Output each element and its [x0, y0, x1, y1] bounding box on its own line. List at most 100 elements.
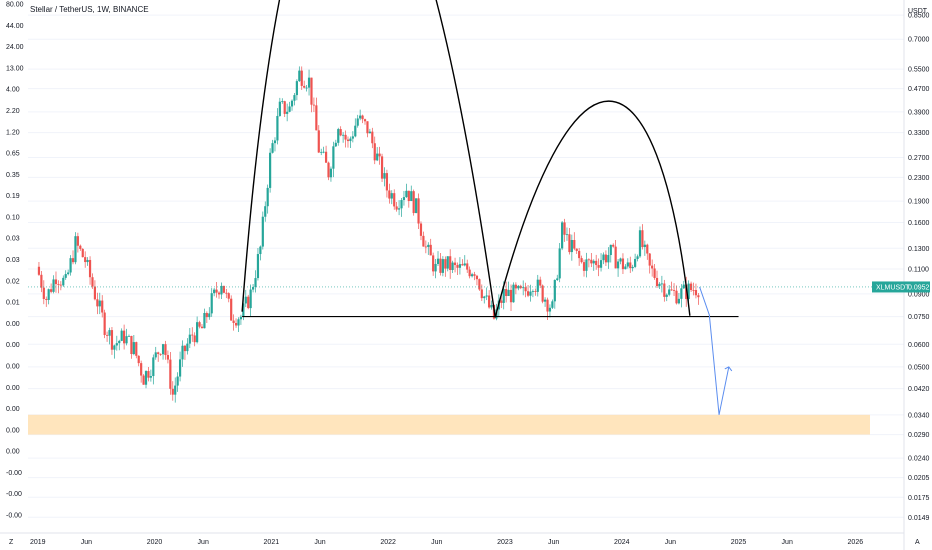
- candle-body: [502, 289, 505, 303]
- candle-down: [159, 353, 162, 356]
- left-axis-tick: -0.00: [6, 470, 22, 477]
- right-axis-tick: 0.2300: [908, 175, 930, 182]
- candle-down: [629, 256, 632, 273]
- candle-down: [227, 292, 230, 303]
- candle-body: [342, 134, 345, 136]
- candle-up: [680, 284, 683, 308]
- candle-body: [378, 153, 381, 157]
- candle-up: [298, 66, 301, 82]
- candle-body: [427, 244, 430, 248]
- candle-body: [561, 222, 564, 249]
- candle-body: [359, 115, 362, 119]
- candle-down: [539, 276, 542, 289]
- candle-body: [234, 322, 238, 326]
- candle-down: [283, 100, 286, 117]
- candle-body: [475, 275, 479, 280]
- candle-down: [395, 201, 398, 212]
- candle-body: [570, 240, 573, 253]
- candle-up: [410, 185, 413, 202]
- candle-up: [616, 258, 620, 277]
- candle-body: [668, 289, 671, 295]
- candle-body: [444, 259, 447, 269]
- candle-body: [286, 111, 289, 114]
- candle-body: [697, 295, 700, 298]
- rounding-arc-1: [241, 0, 496, 318]
- left-axis: 80.00 44.00 24.00 13.00 4.00 2.20 1.20 0.65 0.35…: [6, 2, 24, 520]
- candle-up: [188, 328, 191, 349]
- candle-up: [599, 253, 603, 272]
- candle-up: [636, 254, 639, 262]
- candle-body: [556, 278, 559, 280]
- candle-body: [682, 284, 685, 289]
- candle-body: [655, 277, 659, 287]
- candle-body: [283, 101, 286, 114]
- candle-body: [551, 301, 554, 308]
- candle-down: [110, 326, 114, 355]
- right-axis-tick: 0.5500: [908, 67, 930, 74]
- candle-body: [422, 235, 425, 247]
- left-corner-label[interactable]: Z: [9, 539, 14, 546]
- candle-down: [514, 282, 517, 295]
- left-axis-tick: 0.00: [6, 363, 20, 370]
- candle-body: [592, 260, 595, 264]
- right-corner-label[interactable]: A: [915, 539, 920, 546]
- candle-body: [383, 173, 386, 179]
- candle-body: [203, 313, 206, 329]
- left-axis-tick: 0.00: [6, 385, 20, 392]
- candle-body: [653, 268, 656, 278]
- right-axis[interactable]: 0.8500 0.7000 0.5500 0.4700 0.3900 0.3300 0.27…: [903, 0, 930, 550]
- candle-down: [315, 97, 318, 131]
- candle-up: [254, 270, 257, 293]
- candle-body: [402, 197, 406, 201]
- candle-down: [327, 161, 330, 181]
- candle-up: [638, 226, 642, 258]
- candle-up: [176, 372, 179, 392]
- candle-up: [208, 307, 211, 320]
- candle-body: [692, 290, 695, 291]
- left-axis-tick: 0.00: [6, 427, 20, 434]
- candle-up: [132, 334, 135, 356]
- candle-up: [643, 240, 646, 256]
- candle-body: [694, 290, 698, 296]
- drawings[interactable]: [28, 0, 904, 415]
- candle-up: [118, 339, 121, 351]
- candle-body: [363, 119, 367, 122]
- time-axis[interactable]: 2019 Jun 2020 Jun 2021 Jun 2022 Jun 2023 Jun 2024 J…: [0, 532, 904, 546]
- candle-up: [113, 344, 116, 359]
- candle-body: [98, 300, 101, 307]
- candle-up: [507, 281, 510, 297]
- time-axis-tick: 2024: [614, 539, 630, 546]
- candle-down: [59, 281, 62, 291]
- candle-down: [505, 281, 508, 303]
- candle-down: [449, 249, 452, 279]
- candle-body: [247, 296, 250, 309]
- candle-body: [159, 353, 162, 355]
- candle-body: [244, 296, 247, 304]
- time-axis-tick: Jun: [665, 539, 676, 546]
- candle-up: [517, 285, 520, 291]
- candle-body: [76, 236, 79, 246]
- candle-body: [332, 146, 335, 169]
- candle-down: [573, 232, 576, 251]
- candle-down: [81, 248, 84, 258]
- candle-body: [687, 283, 690, 300]
- candle-body: [505, 289, 508, 297]
- candle-body: [621, 258, 625, 270]
- candle-body: [412, 191, 415, 214]
- candle-body: [522, 287, 525, 289]
- candle-down: [524, 282, 527, 298]
- candle-body: [176, 376, 179, 386]
- candle-down: [621, 253, 625, 274]
- candle-body: [337, 129, 340, 143]
- candle-body: [376, 153, 379, 161]
- right-axis-tick: 0.1100: [908, 267, 929, 274]
- candle-body: [113, 345, 116, 350]
- candle-body: [483, 296, 486, 299]
- right-axis-tick: 0.4700: [908, 86, 930, 93]
- candle-up: [69, 255, 72, 276]
- candle-body: [536, 279, 539, 292]
- time-axis-tick: 2019: [30, 539, 46, 546]
- candle-body: [393, 193, 396, 207]
- candle-body: [281, 101, 284, 103]
